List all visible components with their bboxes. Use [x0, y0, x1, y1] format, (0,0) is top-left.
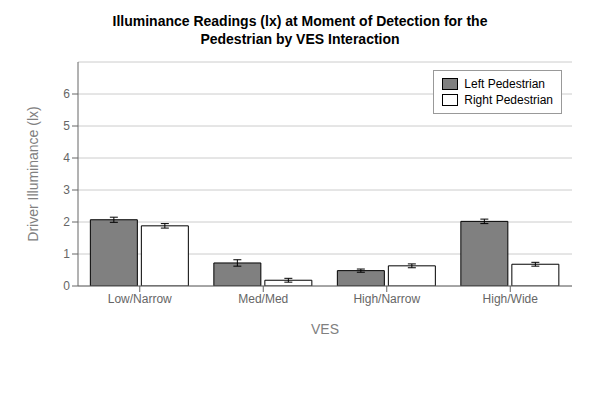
html-text:Pedestrian by VES Interaction: Pedestrian by VES Interaction — [200, 31, 400, 47]
svg-text:Driver Illuminance (lx): Driver Illuminance (lx) — [25, 106, 41, 241]
svg-text:Low/Narrow: Low/Narrow — [108, 292, 172, 306]
svg-text:4: 4 — [63, 151, 70, 165]
svg-text:2: 2 — [63, 215, 70, 229]
svg-text:0: 0 — [63, 279, 70, 293]
svg-text:High/Wide: High/Wide — [483, 292, 539, 306]
html-text:Left Pedestrian: Left Pedestrian — [464, 77, 545, 91]
svg-text:6: 6 — [63, 87, 70, 101]
svg-text:High/Narrow: High/Narrow — [353, 292, 420, 306]
svg-text:1: 1 — [63, 247, 70, 261]
svg-text:VES: VES — [311, 321, 339, 337]
svg-text:Med/Med: Med/Med — [238, 292, 288, 306]
html-text:Right Pedestrian: Right Pedestrian — [464, 93, 553, 107]
svg-text:5: 5 — [63, 119, 70, 133]
svg-text:3: 3 — [63, 183, 70, 197]
html-text:Illuminance Readings (lx) at M: Illuminance Readings (lx) at Moment of D… — [112, 13, 488, 29]
